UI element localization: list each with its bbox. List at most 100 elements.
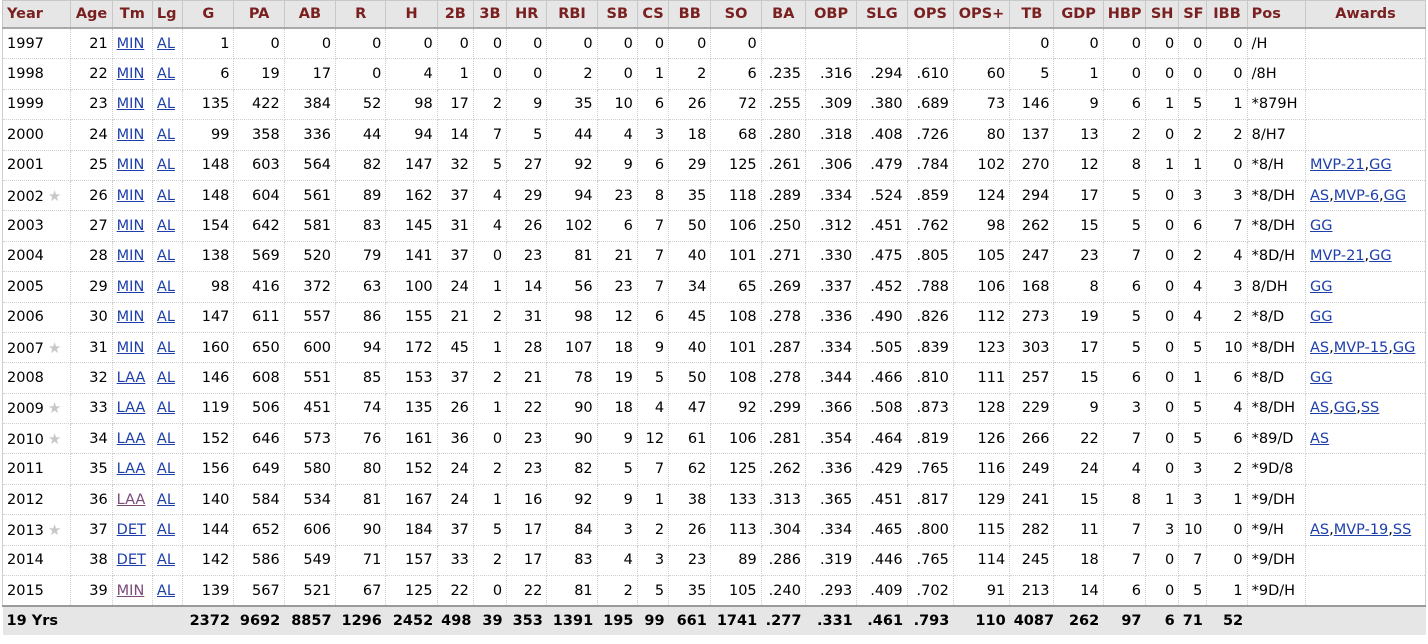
column-header[interactable]: OPS: [906, 0, 954, 29]
ops-plus-cell: 115: [953, 514, 1011, 546]
team-link[interactable]: MIN: [116, 96, 145, 113]
column-header[interactable]: SLG: [856, 0, 908, 29]
column-header[interactable]: 3B: [472, 0, 508, 29]
column-header[interactable]: SB: [596, 0, 638, 29]
column-header[interactable]: SH: [1145, 0, 1180, 29]
league-link[interactable]: AL: [156, 521, 175, 538]
award-link[interactable]: GG: [1383, 187, 1407, 204]
award-link[interactable]: AS: [1310, 400, 1330, 417]
team-link[interactable]: MIN: [116, 66, 145, 83]
team-link[interactable]: MIN: [116, 126, 145, 143]
ops-cell: .689: [907, 89, 954, 121]
award-link[interactable]: GG: [1310, 278, 1333, 295]
slg-cell: .380: [856, 89, 908, 121]
league-link[interactable]: AL: [156, 491, 175, 508]
award-link[interactable]: SS: [1392, 521, 1412, 538]
award-link[interactable]: GG: [1310, 369, 1333, 386]
league-link[interactable]: AL: [156, 218, 175, 235]
column-header[interactable]: Pos: [1246, 0, 1307, 29]
column-header[interactable]: BA: [760, 0, 806, 29]
column-header[interactable]: HR: [506, 0, 548, 29]
column-header[interactable]: 2B: [436, 0, 474, 29]
league-link[interactable]: AL: [156, 309, 175, 326]
column-header[interactable]: Age: [70, 0, 113, 29]
column-header[interactable]: IBB: [1206, 0, 1248, 29]
award-link[interactable]: MVP-21: [1310, 248, 1365, 265]
award-link[interactable]: AS: [1310, 339, 1330, 356]
award-link[interactable]: GG: [1310, 218, 1333, 235]
league-link[interactable]: AL: [156, 369, 175, 386]
column-header[interactable]: TB: [1009, 0, 1055, 29]
column-header[interactable]: CS: [636, 0, 670, 29]
ab-cell: 521: [284, 575, 337, 607]
tb-cell: 266: [1009, 423, 1055, 455]
award-link[interactable]: GG: [1369, 248, 1392, 265]
column-header[interactable]: AB: [283, 0, 337, 29]
column-header[interactable]: SO: [710, 0, 762, 29]
team-link[interactable]: MIN: [116, 35, 145, 52]
league-link[interactable]: AL: [156, 126, 175, 143]
column-header[interactable]: SF: [1178, 0, 1208, 29]
league-link[interactable]: AL: [156, 96, 175, 113]
column-header[interactable]: RBI: [546, 0, 598, 29]
league-link[interactable]: AL: [156, 339, 175, 356]
league-link[interactable]: AL: [156, 430, 175, 447]
league-link[interactable]: AL: [156, 187, 175, 204]
team-link[interactable]: MIN: [116, 248, 145, 265]
league-link[interactable]: AL: [156, 582, 175, 599]
column-header[interactable]: Awards: [1305, 0, 1426, 29]
team-link[interactable]: MIN: [116, 157, 145, 174]
award-link[interactable]: GG: [1369, 157, 1392, 174]
column-header[interactable]: GDP: [1053, 0, 1104, 29]
award-link[interactable]: AS: [1310, 521, 1330, 538]
column-header[interactable]: Lg: [151, 0, 184, 29]
award-link[interactable]: AS: [1310, 187, 1330, 204]
column-header[interactable]: OBP: [804, 0, 858, 29]
league-link[interactable]: AL: [156, 400, 175, 417]
team-link[interactable]: MIN: [116, 218, 145, 235]
team-link[interactable]: MIN: [116, 339, 145, 356]
team-link[interactable]: DET: [116, 552, 146, 569]
column-header[interactable]: R: [335, 0, 387, 29]
award-link[interactable]: MVP-19: [1333, 521, 1389, 538]
award-link[interactable]: MVP-6: [1333, 187, 1380, 204]
team-link[interactable]: DET: [116, 521, 146, 538]
column-header[interactable]: Tm: [111, 0, 153, 29]
league-cell: AL: [152, 210, 184, 242]
team-link[interactable]: MIN: [116, 278, 145, 295]
column-header[interactable]: H: [385, 0, 438, 29]
column-header[interactable]: OPS+: [952, 0, 1011, 29]
league-link[interactable]: AL: [156, 248, 175, 265]
column-header[interactable]: Year: [1, 0, 72, 29]
award-link[interactable]: GG: [1333, 400, 1357, 417]
column-header[interactable]: G: [182, 0, 235, 29]
hits-cell: 141: [385, 241, 438, 273]
league-link[interactable]: AL: [156, 552, 175, 569]
award-link[interactable]: AS: [1310, 430, 1330, 447]
league-link[interactable]: AL: [156, 66, 175, 83]
league-link[interactable]: AL: [156, 461, 175, 478]
team-link[interactable]: LAA: [116, 369, 146, 386]
team-link[interactable]: LAA: [116, 461, 146, 478]
league-link[interactable]: AL: [156, 157, 175, 174]
column-header[interactable]: PA: [233, 0, 285, 29]
ibb-cell: 2: [1206, 453, 1248, 485]
team-link[interactable]: LAA: [116, 430, 146, 447]
team-link[interactable]: LAA: [116, 491, 146, 508]
team-link[interactable]: MIN: [116, 582, 145, 599]
award-link[interactable]: GG: [1310, 309, 1333, 326]
award-link[interactable]: GG: [1392, 339, 1416, 356]
bb-cell: 35: [668, 575, 712, 607]
team-link[interactable]: MIN: [116, 187, 145, 204]
column-header[interactable]: HBP: [1102, 0, 1147, 29]
award-link[interactable]: MVP-15: [1333, 339, 1389, 356]
team-link[interactable]: MIN: [116, 309, 145, 326]
league-link[interactable]: AL: [156, 35, 175, 52]
award-link[interactable]: SS: [1360, 400, 1380, 417]
column-header[interactable]: BB: [668, 0, 712, 29]
league-link[interactable]: AL: [156, 278, 175, 295]
so-cell: 118: [710, 180, 762, 212]
award-link[interactable]: MVP-21: [1310, 157, 1365, 174]
team-link[interactable]: LAA: [116, 400, 146, 417]
star-icon: ★: [47, 429, 62, 448]
